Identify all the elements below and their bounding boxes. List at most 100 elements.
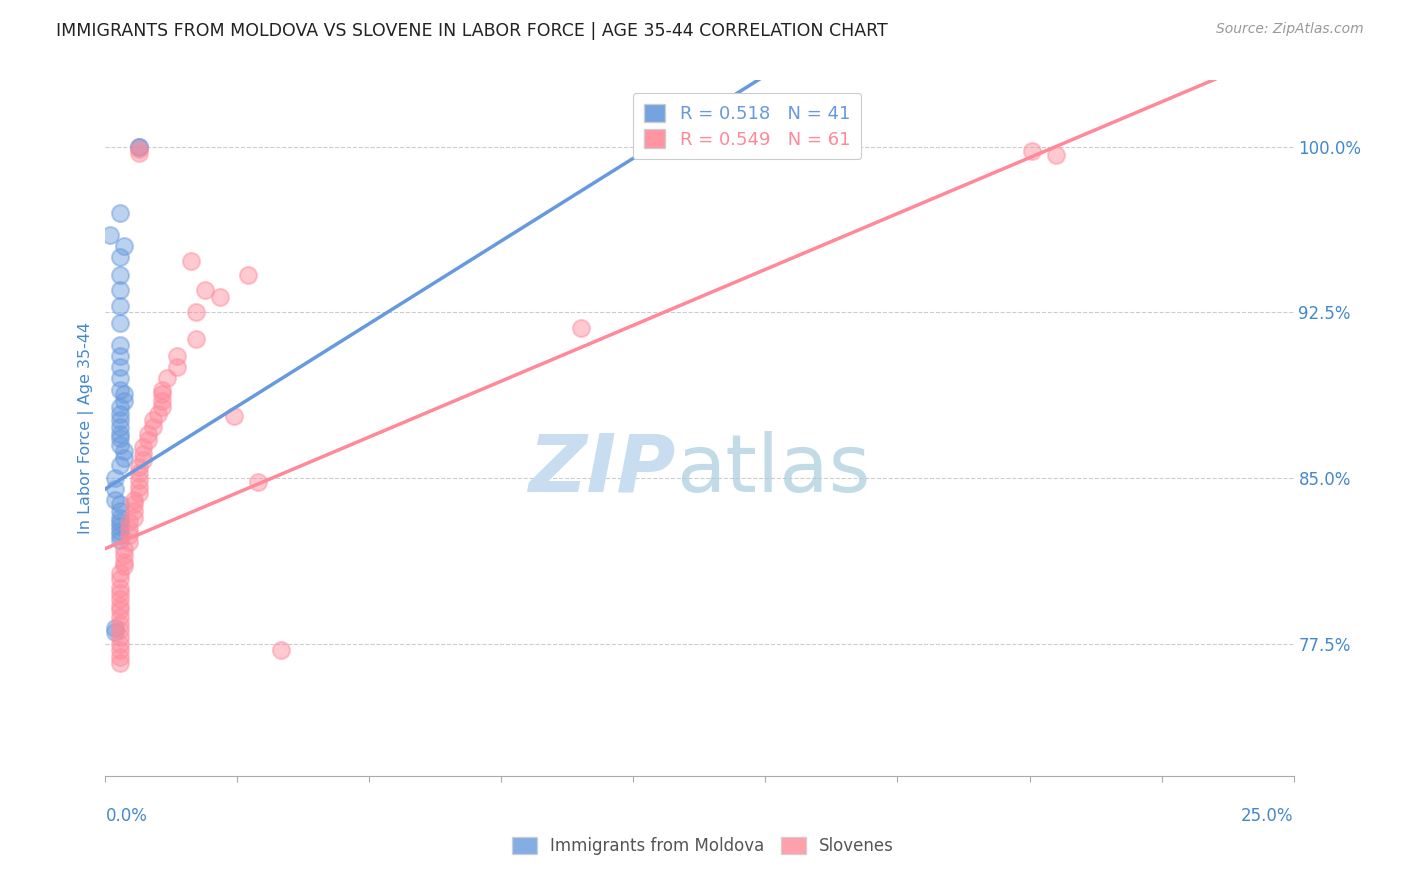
Point (128, 473, 150, 487)
Point (114, 559, 136, 574)
Point (122, 510, 145, 524)
Point (108, 585, 131, 599)
Point (104, 625, 127, 640)
Point (108, 657, 131, 671)
Point (108, 431, 131, 445)
Point (152, 400, 174, 414)
Point (108, 283, 131, 297)
Legend: Immigrants from Moldova, Slovenes: Immigrants from Moldova, Slovenes (505, 830, 901, 862)
Point (108, 504, 131, 518)
Point (108, 630, 131, 644)
Point (114, 387, 136, 401)
Point (108, 420, 131, 434)
Point (108, 573, 131, 587)
Point (108, 338, 131, 352)
Point (146, 407, 169, 421)
Point (104, 621, 127, 635)
Text: 0.0%: 0.0% (105, 807, 148, 825)
Point (236, 268, 259, 282)
Point (194, 283, 217, 297)
Point (184, 305, 207, 319)
Point (114, 393, 136, 408)
Point (166, 360, 188, 375)
Point (132, 453, 155, 467)
Point (108, 566, 131, 580)
Point (108, 400, 131, 414)
Point (108, 360, 131, 375)
Point (114, 450, 136, 465)
Point (108, 643, 131, 657)
Point (108, 624, 131, 638)
Text: IMMIGRANTS FROM MOLDOVA VS SLOVENE IN LABOR FORCE | AGE 35-44 CORRELATION CHART: IMMIGRANTS FROM MOLDOVA VS SLOVENE IN LA… (56, 22, 889, 40)
Point (108, 592, 131, 607)
Point (108, 599, 131, 613)
Text: ZIP: ZIP (529, 431, 676, 509)
Point (152, 383, 174, 397)
Point (246, 475, 269, 490)
Point (108, 426, 131, 441)
Point (114, 555, 136, 569)
Point (136, 434, 159, 448)
Legend: R = 0.518   N = 41, R = 0.549   N = 61: R = 0.518 N = 41, R = 0.549 N = 61 (633, 93, 860, 160)
Text: Source: ZipAtlas.com: Source: ZipAtlas.com (1216, 22, 1364, 37)
Point (104, 492, 127, 507)
Point (108, 413, 131, 427)
Point (108, 519, 131, 533)
Point (108, 350, 131, 364)
Point (122, 497, 145, 511)
Point (108, 582, 131, 596)
Point (108, 268, 131, 282)
Point (118, 515, 141, 529)
Point (128, 486, 150, 500)
Point (208, 290, 231, 304)
Point (108, 524, 131, 538)
Point (152, 387, 174, 401)
Point (569, 320, 592, 334)
Point (104, 482, 127, 496)
Point (1045, 148, 1067, 162)
Point (122, 504, 145, 518)
Point (108, 458, 131, 472)
Point (108, 438, 131, 452)
Point (128, 480, 150, 494)
Point (142, 413, 165, 427)
Point (108, 250, 131, 264)
Point (114, 239, 136, 253)
Text: atlas: atlas (676, 431, 870, 509)
Point (180, 254, 202, 268)
Point (104, 471, 127, 485)
Point (641, 139, 664, 153)
Point (114, 548, 136, 562)
Point (142, 420, 165, 434)
Y-axis label: In Labor Force | Age 35-44: In Labor Force | Age 35-44 (79, 322, 94, 534)
Text: 25.0%: 25.0% (1241, 807, 1294, 825)
Point (98, 227, 121, 242)
Point (132, 446, 155, 460)
Point (108, 206, 131, 220)
Point (118, 522, 141, 536)
Point (108, 299, 131, 313)
Point (108, 497, 131, 511)
Point (108, 528, 131, 542)
Point (114, 444, 136, 458)
Point (128, 467, 150, 481)
Point (108, 603, 131, 617)
Point (184, 332, 207, 346)
Point (108, 636, 131, 650)
Point (118, 535, 141, 549)
Point (136, 426, 159, 441)
Point (156, 371, 179, 385)
Point (152, 393, 174, 408)
Point (108, 515, 131, 529)
Point (108, 610, 131, 624)
Point (128, 459, 150, 474)
Point (108, 407, 131, 421)
Point (108, 510, 131, 524)
Point (108, 533, 131, 547)
Point (128, 142, 150, 156)
Point (132, 440, 155, 454)
Point (108, 316, 131, 330)
Point (108, 383, 131, 397)
Point (270, 643, 292, 657)
Point (108, 649, 131, 664)
